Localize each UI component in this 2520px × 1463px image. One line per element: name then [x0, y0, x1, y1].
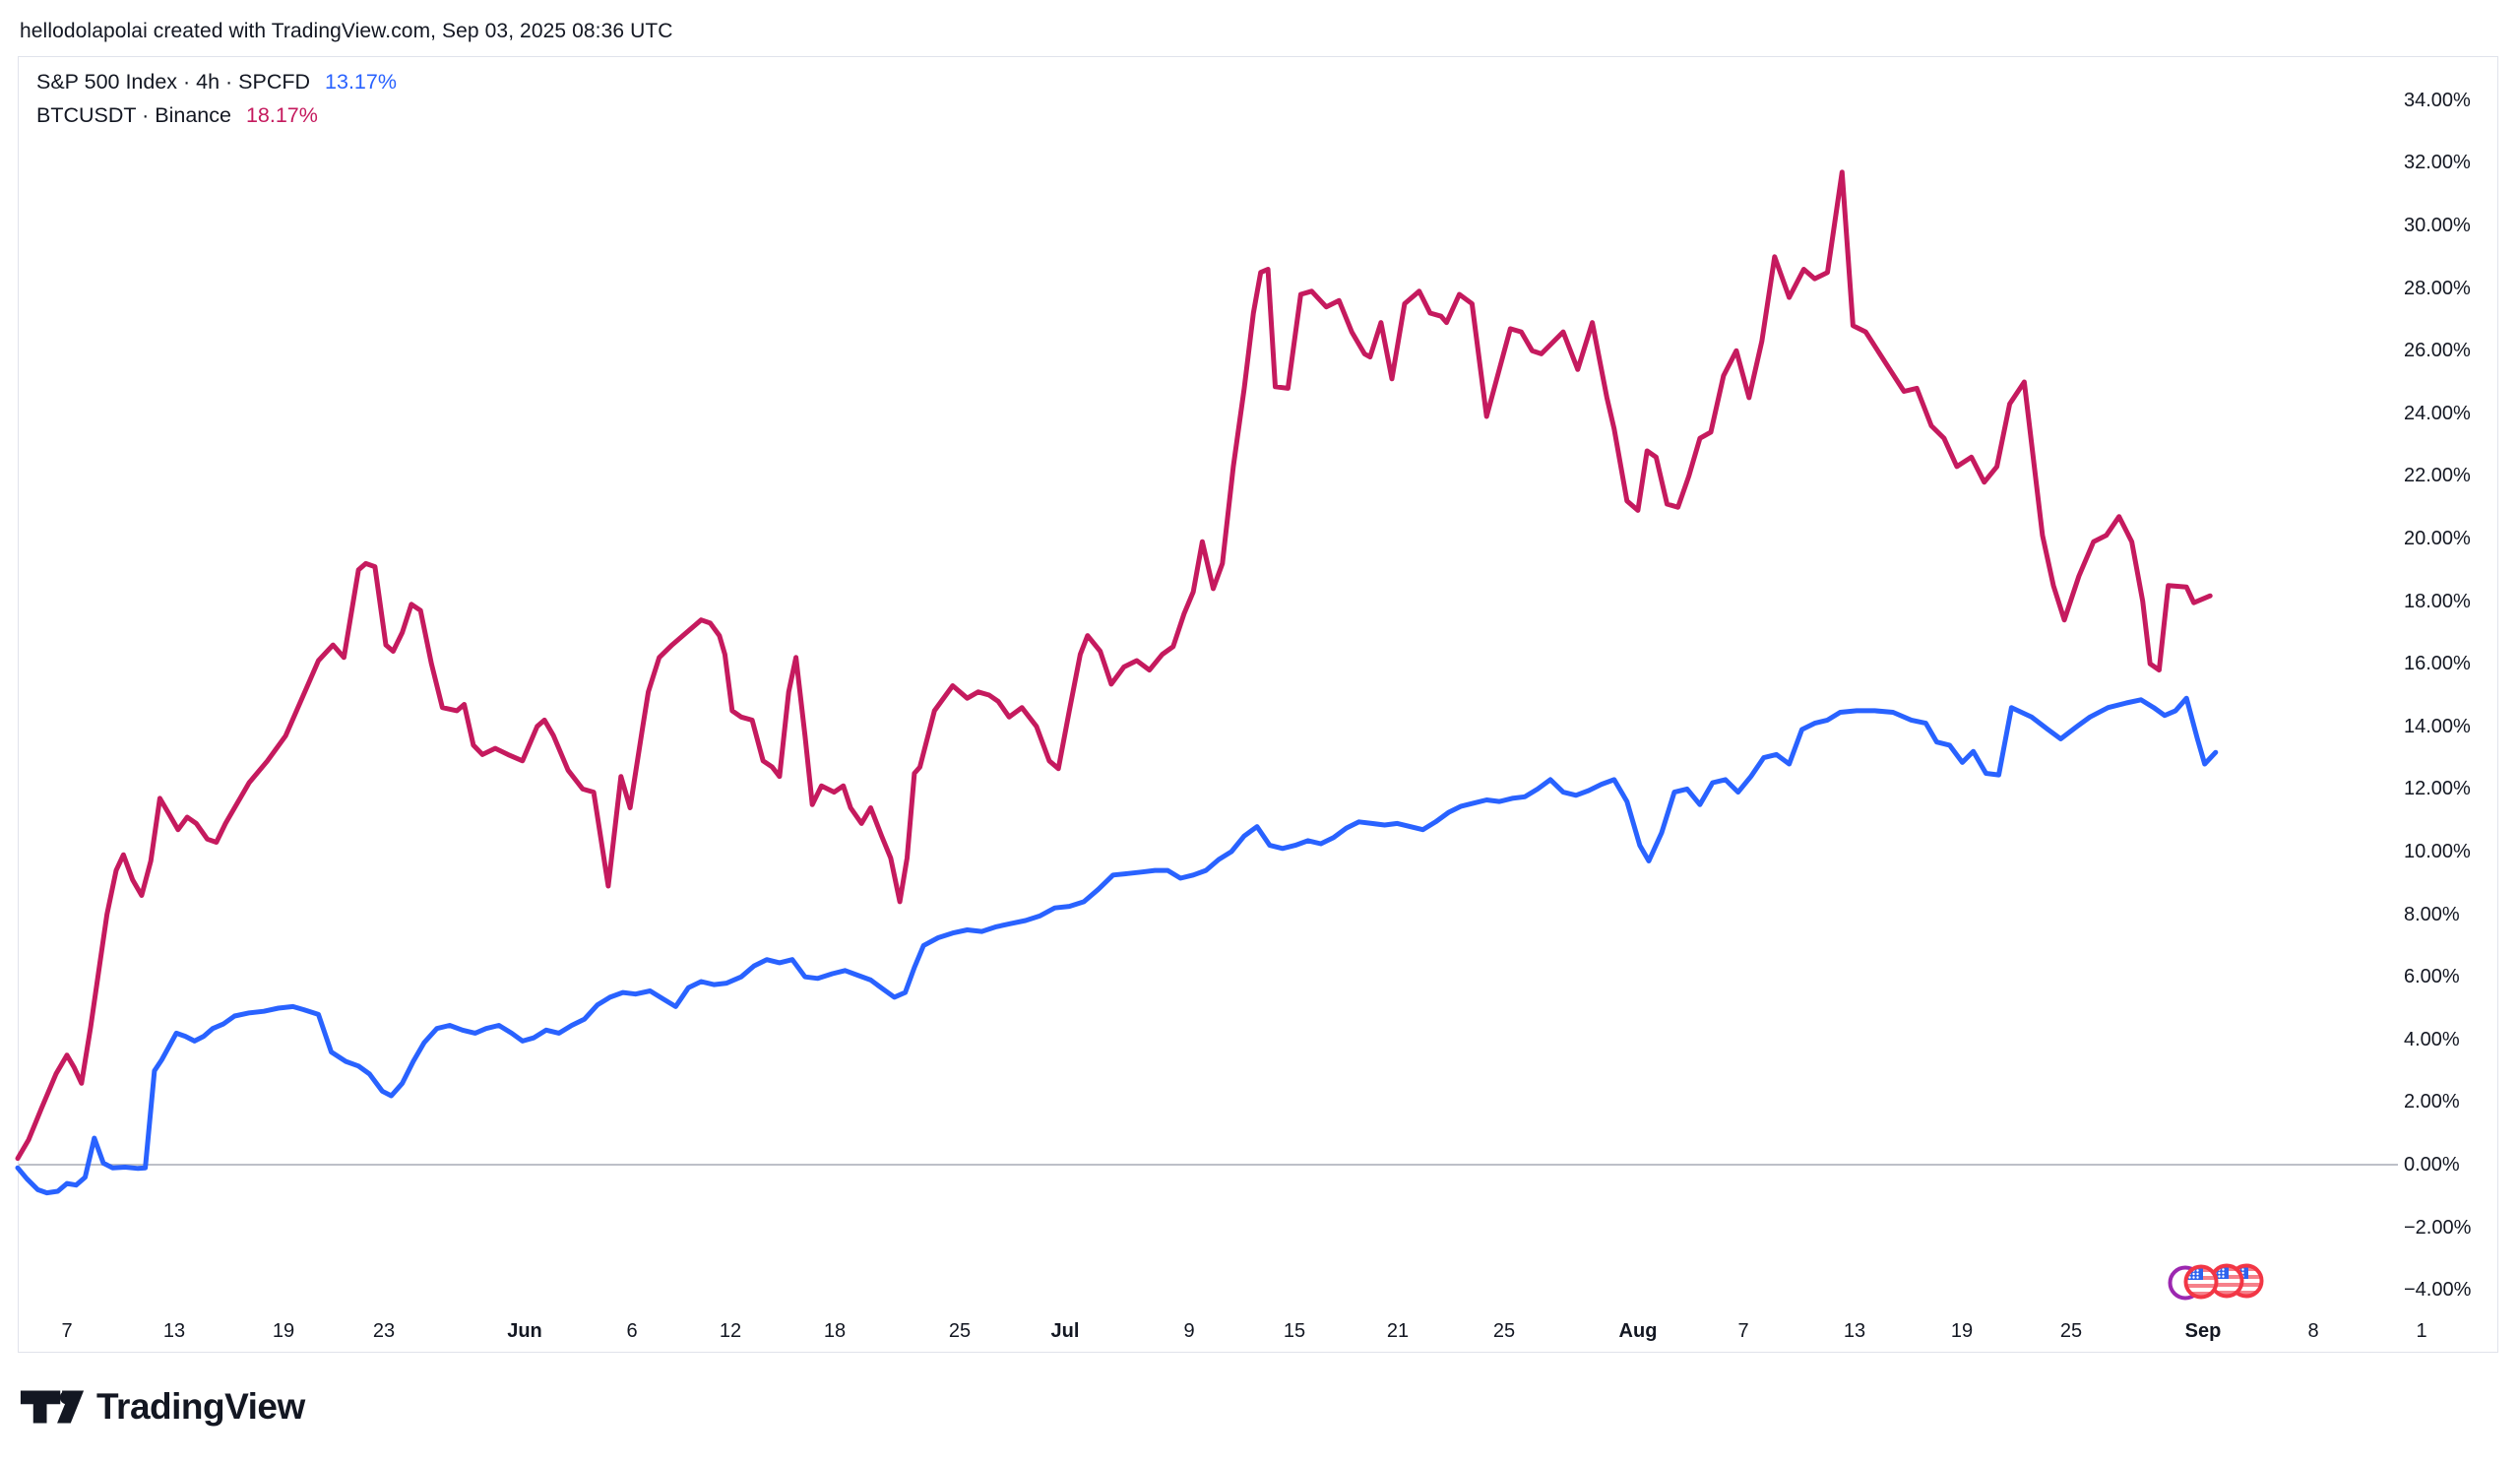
time-axis-label: 7 — [61, 1320, 73, 1342]
time-axis-label: 15 — [1283, 1320, 1306, 1342]
price-axis-label: 14.00% — [2404, 715, 2471, 737]
btcusdt-line-series — [15, 169, 2213, 1162]
price-axis-label: 30.00% — [2404, 215, 2471, 236]
time-axis-label: 12 — [719, 1320, 742, 1342]
time-axis-label: 25 — [2059, 1320, 2083, 1342]
time-axis-label: 19 — [1950, 1320, 1974, 1342]
price-axis-label: 34.00% — [2404, 89, 2471, 111]
price-axis-label: −2.00% — [2404, 1216, 2472, 1239]
price-axis-label: 10.00% — [2404, 841, 2471, 862]
price-axis-label: 32.00% — [2404, 152, 2471, 174]
price-axis-label: 20.00% — [2404, 528, 2471, 549]
time-axis-label: 6 — [626, 1320, 638, 1342]
price-axis-label: 16.00% — [2404, 653, 2471, 675]
legend-row-btcusdt: BTCUSDT · Binance 18.17% — [36, 98, 397, 132]
time-axis-label: 8 — [2307, 1320, 2319, 1342]
time-axis-label: 7 — [1737, 1320, 1749, 1342]
sp500-series-title: S&P 500 Index · 4h · SPCFD — [36, 69, 311, 94]
legend-row-sp500: S&P 500 Index · 4h · SPCFD 13.17% — [36, 65, 397, 98]
time-axis-label: 18 — [823, 1320, 847, 1342]
tradingview-logo-mark — [20, 1390, 85, 1424]
price-axis-label: 6.00% — [2404, 966, 2460, 988]
time-axis-label: 13 — [162, 1320, 186, 1342]
price-axis-label: 22.00% — [2404, 465, 2471, 487]
time-axis-label: Jun — [507, 1320, 542, 1342]
legend: S&P 500 Index · 4h · SPCFD 13.17% BTCUSD… — [36, 65, 397, 132]
time-axis-label: 21 — [1386, 1320, 1410, 1342]
time-axis-label: 23 — [372, 1320, 396, 1342]
time-axis-label: 25 — [948, 1320, 972, 1342]
price-axis-label: 28.00% — [2404, 277, 2471, 299]
chart-widget-border — [18, 56, 2498, 1353]
price-axis-label: 24.00% — [2404, 402, 2471, 424]
time-axis-label: Sep — [2184, 1320, 2222, 1342]
time-axis-label: 9 — [1183, 1320, 1195, 1342]
price-axis-label: 4.00% — [2404, 1028, 2460, 1050]
tradingview-logo[interactable]: TradingView — [20, 1384, 305, 1430]
price-axis-label: 18.00% — [2404, 590, 2471, 612]
price-axis-label: 0.00% — [2404, 1154, 2460, 1176]
time-axis-label: 13 — [1843, 1320, 1866, 1342]
btcusdt-series-title: BTCUSDT · Binance — [36, 102, 231, 127]
zero-gridline — [19, 1164, 2398, 1166]
sp500-change-value: 13.17% — [325, 69, 397, 94]
time-axis-label: 19 — [272, 1320, 295, 1342]
time-axis-label: 25 — [1492, 1320, 1516, 1342]
time-axis-label: 1 — [2416, 1320, 2427, 1342]
price-axis-label: −4.00% — [2404, 1279, 2472, 1302]
btcusdt-change-value: 18.17% — [245, 102, 318, 127]
price-axis-label: 26.00% — [2404, 340, 2471, 362]
us-flag-icon — [2186, 1267, 2217, 1298]
price-axis-label: 2.00% — [2404, 1091, 2460, 1113]
tradingview-logo-text: TradingView — [96, 1386, 305, 1427]
price-axis-label: 12.00% — [2404, 778, 2471, 800]
time-axis-label: Jul — [1050, 1320, 1080, 1342]
attribution-text: hellodolapolai created with TradingView.… — [20, 20, 673, 42]
event-flag-icons[interactable] — [2160, 1254, 2276, 1311]
time-axis-label: Aug — [1618, 1320, 1658, 1342]
sp500-line-series — [15, 695, 2219, 1196]
price-axis-label: 8.00% — [2404, 903, 2460, 925]
